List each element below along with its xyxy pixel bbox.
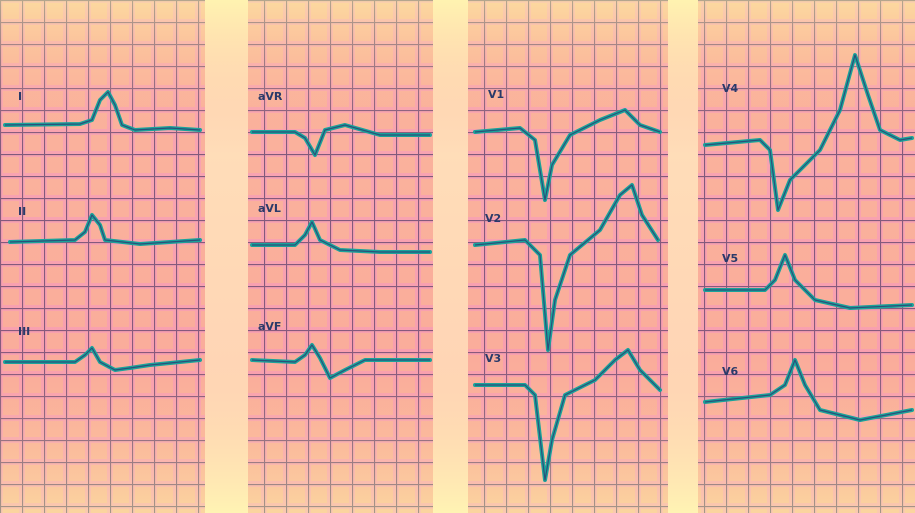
lead-label: III bbox=[18, 325, 30, 338]
trace-core bbox=[704, 359, 913, 421]
lead-label: V5 bbox=[722, 252, 738, 265]
lead-label: V2 bbox=[485, 212, 501, 225]
trace-core bbox=[4, 91, 201, 131]
lead-label: V1 bbox=[488, 88, 504, 101]
trace-core bbox=[475, 349, 661, 481]
trace-core bbox=[5, 347, 201, 371]
lead-label: II bbox=[18, 205, 26, 218]
trace-core bbox=[251, 344, 430, 379]
trace-core bbox=[474, 184, 659, 351]
traces bbox=[3, 53, 914, 482]
trace-core bbox=[704, 54, 913, 211]
lead-label: aVR bbox=[258, 90, 283, 103]
lead-label: aVF bbox=[258, 320, 281, 333]
trace-core bbox=[9, 214, 201, 245]
lead-label: V4 bbox=[722, 82, 739, 95]
lead-labels: I II III aVR aVL aVF V1 V2 V3 V4 V5 V6 bbox=[18, 82, 739, 378]
lead-label: aVL bbox=[258, 202, 281, 215]
lead-label: V6 bbox=[722, 365, 739, 378]
lead-label: I bbox=[18, 90, 22, 103]
trace-core bbox=[252, 124, 430, 156]
trace-core bbox=[252, 221, 430, 253]
trace-core bbox=[705, 254, 913, 309]
lead-label: V3 bbox=[485, 352, 501, 365]
trace-core bbox=[474, 109, 661, 201]
